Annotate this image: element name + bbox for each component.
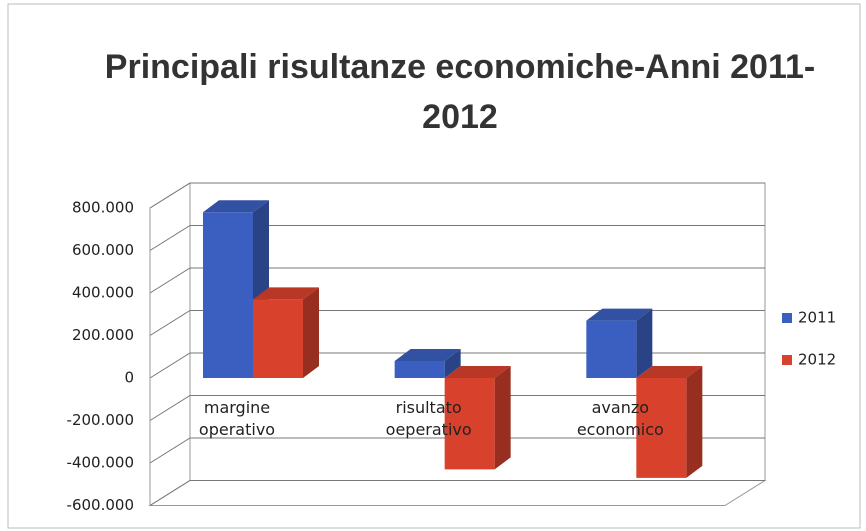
bar-face bbox=[303, 287, 319, 378]
y-tick-label: 200.000 bbox=[72, 326, 134, 344]
bar-face bbox=[444, 349, 461, 378]
bar-face bbox=[444, 366, 511, 378]
side-wall bbox=[149, 182, 191, 507]
grid-line bbox=[149, 267, 765, 294]
bar bbox=[444, 366, 511, 470]
y-tick-label: 0 bbox=[124, 369, 134, 387]
bar-face bbox=[394, 349, 461, 361]
y-tick-label: 600.000 bbox=[72, 241, 134, 259]
legend-swatch bbox=[782, 355, 792, 365]
bar-face bbox=[686, 366, 703, 478]
grid-line bbox=[149, 352, 765, 379]
bar bbox=[586, 308, 653, 378]
bar bbox=[253, 287, 319, 378]
bar-face bbox=[586, 320, 637, 378]
y-tick-label: 800.000 bbox=[72, 199, 134, 217]
chart-border bbox=[7, 3, 861, 529]
chart-title: Principali risultanze economiche-Anni 20… bbox=[104, 48, 816, 136]
bar-face bbox=[636, 308, 653, 378]
grid-line bbox=[149, 225, 765, 251]
legend-label: 2011 bbox=[798, 309, 836, 327]
bar-face bbox=[636, 366, 703, 378]
x-tick-label: avanzo economico bbox=[576, 398, 664, 439]
bar bbox=[394, 349, 461, 378]
legend-swatch bbox=[782, 313, 792, 323]
bar-face bbox=[494, 366, 511, 470]
bar-face bbox=[253, 287, 319, 300]
bar-face bbox=[203, 200, 269, 213]
bar-face bbox=[203, 212, 253, 378]
x-tick-label: margine operativo bbox=[198, 398, 276, 439]
bar bbox=[636, 366, 703, 478]
bar-face bbox=[394, 361, 445, 378]
bar-face bbox=[586, 308, 653, 321]
y-tick-label: -200.000 bbox=[67, 411, 134, 429]
grid-line bbox=[149, 310, 765, 336]
bar-face bbox=[253, 299, 303, 378]
bar-face bbox=[636, 378, 687, 478]
grid-line bbox=[149, 395, 765, 421]
grid-line bbox=[149, 182, 765, 209]
x-tick-label: risultato oeperativo bbox=[385, 398, 472, 439]
bar-face bbox=[444, 378, 495, 470]
y-tick-label: -400.000 bbox=[67, 454, 134, 472]
y-tick-label: -600.000 bbox=[67, 496, 134, 514]
grid-line bbox=[149, 480, 765, 506]
y-tick-label: 400.000 bbox=[72, 284, 134, 302]
bar bbox=[203, 200, 269, 378]
grid-line bbox=[149, 437, 765, 464]
legend-label: 2012 bbox=[798, 351, 836, 369]
floor bbox=[148, 480, 767, 506]
